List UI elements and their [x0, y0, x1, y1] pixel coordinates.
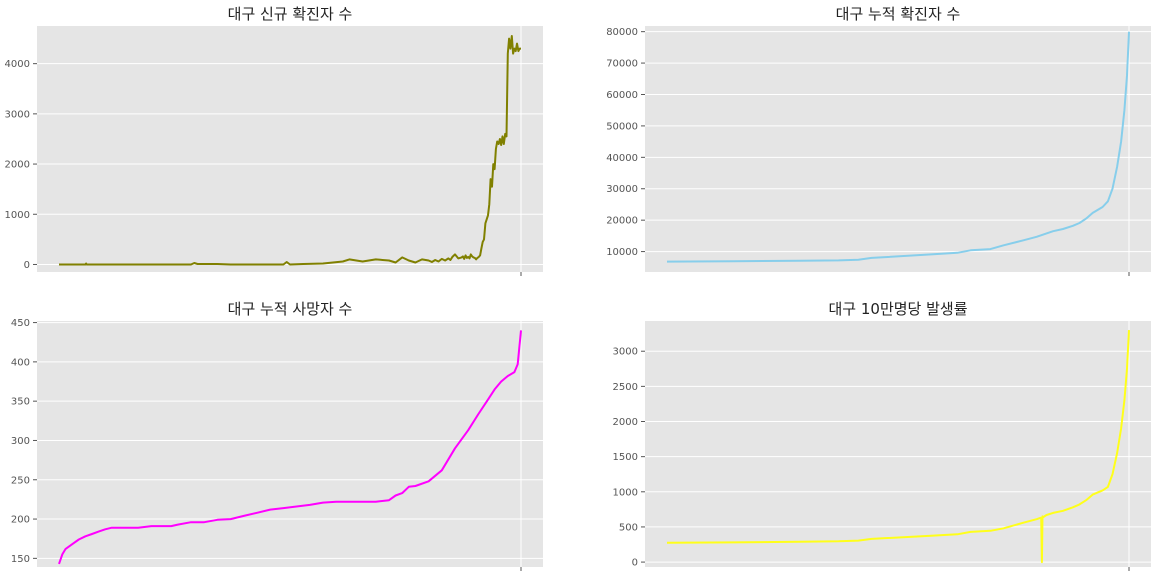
chart-title: 대구 누적 사망자 수: [228, 300, 353, 318]
chart-panel-3: 150 200 250 300 350 400 450 대구 누적 사망자 수: [11, 300, 543, 571]
y-tick-label: 500: [619, 522, 638, 533]
y-tick-label: 80000: [606, 27, 638, 38]
plot-area: [37, 26, 543, 272]
chart-title: 대구 누적 확진자 수: [836, 5, 961, 23]
y-tick-label: 4000: [5, 59, 30, 70]
y-tick-label: 200: [11, 515, 30, 526]
y-tick-label: 2000: [613, 417, 638, 428]
y-tick-label: 3000: [613, 347, 638, 358]
y-tick-label: 1500: [613, 452, 638, 463]
y-tick-label: 300: [11, 436, 30, 447]
y-tick-label: 60000: [606, 90, 638, 101]
y-tick-label: 1000: [5, 210, 30, 221]
series-line-1: [58, 330, 522, 565]
y-tick-label: 2500: [613, 382, 638, 393]
plot-area: [645, 321, 1151, 567]
y-tick-label: 250: [11, 475, 30, 486]
y-tick-label: 40000: [606, 153, 638, 164]
y-tick-label: 400: [11, 357, 30, 368]
plot-area: [645, 26, 1151, 272]
series-line-1: [666, 31, 1130, 263]
series-line-1: [666, 330, 1130, 564]
chart-panel-1: 0 1000 2000 3000 4000 대구 신규 확진자 수: [5, 5, 543, 276]
y-tick-label: 450: [11, 318, 30, 329]
y-tick-label: 3000: [5, 109, 30, 120]
y-tick-label: 50000: [606, 121, 638, 132]
y-tick-label: 0: [24, 260, 30, 271]
y-tick-label: 1000: [613, 487, 638, 498]
chart-title: 대구 신규 확진자 수: [228, 5, 353, 23]
chart-title: 대구 10만명당 발생률: [828, 300, 967, 318]
y-tick-label: 30000: [606, 184, 638, 195]
plot-area: [37, 321, 543, 567]
series-line-1: [59, 35, 521, 266]
y-tick-label: 10000: [606, 247, 638, 258]
y-tick-label: 350: [11, 397, 30, 408]
y-tick-label: 0: [632, 558, 638, 569]
y-tick-label: 70000: [606, 59, 638, 70]
y-tick-label: 20000: [606, 216, 638, 227]
chart-panel-4: 0 500 1000 1500 2000 2500 3000 대구 10만명당 발생률: [613, 300, 1151, 571]
y-tick-label: 2000: [5, 160, 30, 171]
y-tick-label: 150: [11, 554, 30, 565]
chart-panel-2: 10000 20000 30000 40000 50000 60000 70000 80000…: [606, 5, 1151, 276]
